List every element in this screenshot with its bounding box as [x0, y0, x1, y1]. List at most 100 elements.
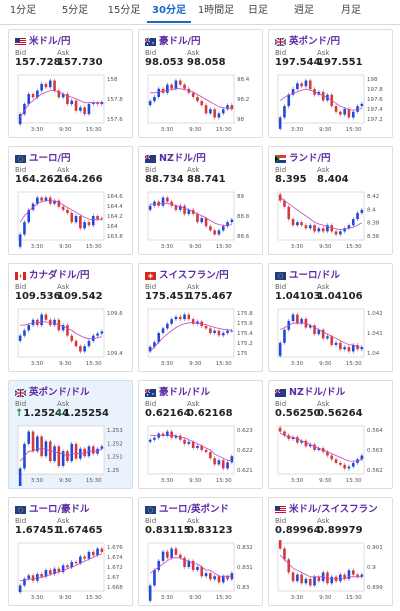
candlestick-chart[interactable]: 109.6 109.4 3:30 9:30 15:30	[13, 306, 130, 369]
tab-4[interactable]: 30分足	[147, 0, 191, 23]
moving-average-line	[20, 321, 102, 340]
candlestick-chart[interactable]: 0.832 0.831 0.83 3:30 9:30 15:30	[143, 540, 260, 603]
pair-name[interactable]: スイスフラン/円	[159, 270, 229, 281]
candlestick-chart[interactable]: 0.901 0.9 0.899 3:30 9:30 15:30	[273, 540, 390, 603]
plot-area	[277, 542, 365, 592]
rate-card[interactable]: ユーロ/豪ドル Bid Ask 1.67451 1.67465 1.676 1.6…	[8, 497, 133, 606]
pair-name[interactable]: 米ドル/円	[29, 36, 71, 47]
candlestick-chart[interactable]: 1.253 1.252 1.251 1.25 3:30 9:30 15:30	[13, 423, 130, 486]
pair-name[interactable]: カナダドル/円	[29, 270, 90, 281]
eu-flag-icon	[15, 148, 29, 167]
rate-card[interactable]: 米ドル/スイスフラン Bid Ask 0.89964 0.89979 0.901…	[268, 497, 393, 606]
y-tick-label: 197.6	[367, 97, 383, 103]
x-tick-label: 15:30	[216, 244, 232, 250]
candle	[321, 327, 325, 341]
candlestick-chart[interactable]: 0.564 0.563 0.562 3:30 9:30 15:30	[273, 423, 390, 486]
candle	[53, 317, 56, 328]
candle	[217, 111, 221, 120]
pair-name[interactable]: ユーロ/豪ドル	[29, 504, 90, 515]
x-tick-label: 9:30	[319, 595, 332, 601]
pair-name[interactable]: 英ポンド/ドル	[29, 387, 90, 398]
candle	[100, 329, 104, 336]
rate-card[interactable]: ユーロ/円 Bid Ask 164.262 164.266 164.6 164.4…	[8, 146, 133, 255]
candle	[317, 446, 321, 452]
moving-average-line	[280, 433, 362, 462]
rate-card[interactable]: 米ドル/円 Bid Ask 157.728 157.730 158 157.8 15…	[8, 29, 133, 138]
tab-3[interactable]: 15分足	[107, 5, 141, 16]
candlestick-chart[interactable]: 158 157.8 157.6 3:30 9:30 15:30	[13, 72, 130, 135]
rate-card[interactable]: ランド/円 Bid Ask 8.395 8.404 8.42 8.4 8.38 8.3…	[268, 146, 393, 255]
candle	[183, 437, 186, 446]
bid-label: Bid	[275, 517, 287, 525]
y-tick-label: 157.6	[107, 117, 123, 123]
pair-name[interactable]: ユーロ/ドル	[289, 270, 340, 281]
tab-7[interactable]: 週足	[294, 5, 314, 16]
pair-name[interactable]: ユーロ/円	[29, 153, 71, 164]
candle	[278, 192, 282, 203]
candlestick-chart[interactable]: 164.6 164.4 164.2 164 163.8 3:30 9:30 15:30	[13, 189, 130, 252]
rate-card[interactable]: 英ポンド/ドル Bid Ask ↑1.25244 ↑1.25254 1.253 1…	[8, 380, 133, 489]
ca-flag-icon	[15, 265, 29, 284]
rate-card[interactable]: ユーロ/英ポンド Bid Ask 0.83115 0.83123 0.832 0.…	[138, 497, 263, 606]
rate-card[interactable]: NZドル/ドル Bid Ask 0.56250 0.56264 0.564 0.5…	[268, 380, 393, 489]
candle	[91, 333, 95, 343]
pair-name[interactable]: 豪ドル/円	[159, 36, 201, 47]
candle	[296, 435, 299, 445]
candlestick-chart[interactable]: 198 197.8 197.6 197.4 197.2 3:30 9:30 15:30	[273, 72, 390, 135]
tab-2[interactable]: 5分足	[61, 5, 89, 16]
candle	[351, 568, 355, 577]
pair-name[interactable]: NZドル/円	[159, 153, 206, 164]
candlestick-chart[interactable]: 8.42 8.4 8.38 8.36 3:30 9:30 15:30	[273, 189, 390, 252]
candlestick-chart[interactable]: 0.623 0.622 0.621 3:30 9:30 15:30	[143, 423, 260, 486]
ask-label: Ask	[57, 400, 70, 408]
pair-name[interactable]: ランド/円	[289, 153, 331, 164]
pair-name[interactable]: 米ドル/スイスフラン	[289, 504, 378, 515]
tab-8[interactable]: 月足	[341, 5, 361, 16]
rate-card[interactable]: 豪ドル/円 Bid Ask 98.053 98.058 98.4 98.2 98 3:…	[138, 29, 263, 138]
x-tick-label: 3:30	[161, 478, 174, 484]
rate-card[interactable]: ユーロ/ドル Bid Ask 1.04103 1.04106 1.042 1.04…	[268, 263, 393, 372]
candlestick-chart[interactable]: 175.8 175.6 175.4 175.2 175 3:30 9:30 15:30	[143, 306, 260, 369]
candle	[36, 434, 39, 454]
y-tick-label: 109.4	[107, 351, 123, 357]
tab-1[interactable]: 1分足	[9, 5, 37, 16]
candle	[191, 558, 195, 572]
candle	[161, 195, 165, 208]
moving-average-line	[150, 202, 232, 226]
x-tick-label: 9:30	[189, 595, 202, 601]
pair-name[interactable]: NZドル/ドル	[289, 387, 346, 398]
pair-name[interactable]: ユーロ/英ポンド	[159, 504, 229, 515]
rate-card[interactable]: スイスフラン/円 Bid Ask 175.451 175.467 175.8 17…	[138, 263, 263, 372]
x-tick-label: 15:30	[86, 478, 102, 484]
rate-card[interactable]: 豪ドル/ドル Bid Ask 0.62164 0.62168 0.623 0.62…	[138, 380, 263, 489]
candle	[326, 334, 329, 341]
candle	[339, 229, 342, 237]
rate-card[interactable]: 英ポンド/円 Bid Ask 197.544 197.551 198 197.8 1…	[268, 29, 393, 138]
y-tick-label: 98.2	[237, 97, 249, 103]
bid-label: Bid	[275, 283, 287, 291]
rate-card[interactable]: NZドル/円 Bid Ask 88.734 88.741 89 88.8 88.6 3…	[138, 146, 263, 255]
candle	[23, 220, 26, 237]
candle	[217, 328, 221, 338]
candlestick-chart[interactable]: 1.676 1.674 1.672 1.67 1.668 3:30 9:30 15:30	[13, 540, 130, 603]
pair-name[interactable]: 豪ドル/ドル	[159, 387, 210, 398]
tab-5[interactable]: 1時間足	[197, 5, 235, 16]
plot-area	[147, 191, 235, 241]
y-tick-label: 164	[107, 224, 118, 230]
tab-6[interactable]: 日足	[248, 5, 268, 16]
candle	[53, 444, 56, 463]
candle	[209, 224, 212, 233]
pair-name[interactable]: 英ポンド/円	[289, 36, 340, 47]
candlestick-chart[interactable]: 89 88.8 88.6 3:30 9:30 15:30	[143, 189, 260, 252]
ask-value: 0.89979	[317, 525, 363, 536]
card-header: 豪ドル/円	[145, 33, 200, 47]
rate-card[interactable]: カナダドル/円 Bid Ask 109.536 109.542 109.6 109…	[8, 263, 133, 372]
candle	[326, 449, 329, 458]
candle	[74, 441, 78, 461]
candle	[87, 549, 91, 561]
candlestick-chart[interactable]: 98.4 98.2 98 3:30 9:30 15:30	[143, 72, 260, 135]
y-tick-label: 0.563	[367, 448, 383, 454]
candle	[70, 333, 74, 343]
candlestick-chart[interactable]: 1.042 1.041 1.04 3:30 9:30 15:30	[273, 306, 390, 369]
y-tick-label: 1.041	[367, 331, 383, 337]
